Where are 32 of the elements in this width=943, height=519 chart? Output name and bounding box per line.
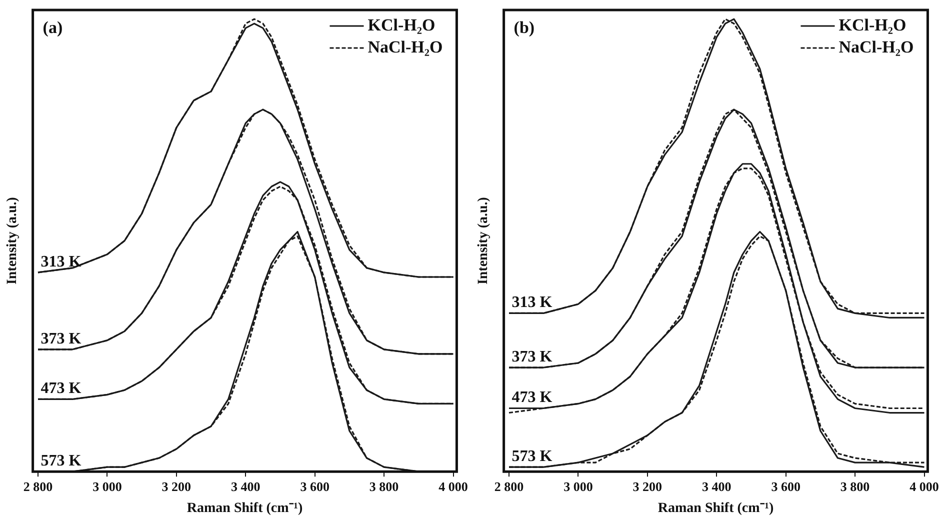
legend-label: NaCl-H₂O bbox=[368, 37, 443, 56]
legend-label: NaCl-H₂O bbox=[838, 37, 914, 56]
annotation: 573 K bbox=[512, 448, 553, 466]
x-tick-label: 4 000 bbox=[910, 478, 939, 494]
x-tick-label: 3 600 bbox=[771, 478, 800, 494]
y-axis-title: Intensity (a.u.) bbox=[476, 196, 492, 285]
x-tick-label: 2 800 bbox=[494, 478, 524, 494]
x-tick-label: 4 000 bbox=[438, 478, 468, 494]
x-tick-label: 3 000 bbox=[564, 478, 593, 494]
x-tick-label: 2 800 bbox=[23, 478, 53, 494]
annotation: 473 K bbox=[512, 389, 553, 406]
annotation: (a) bbox=[42, 18, 63, 37]
annotation: 373 K bbox=[512, 348, 553, 366]
annotation: 373 K bbox=[40, 330, 82, 348]
x-tick-label: 3 800 bbox=[840, 478, 870, 494]
x-axis-title: Raman Shift (cm⁻¹) bbox=[186, 501, 303, 516]
legend-label: KCl-H₂O bbox=[838, 15, 906, 34]
annotation: (b) bbox=[514, 18, 535, 37]
x-tick-label: 3 400 bbox=[231, 478, 260, 494]
x-axis-title: Raman Shift (cm⁻¹) bbox=[658, 501, 774, 516]
x-tick-label: 3 000 bbox=[92, 478, 122, 494]
x-tick-label: 3 800 bbox=[369, 478, 399, 494]
legend-label: KCl-H₂O bbox=[368, 15, 436, 34]
annotation: 473 K bbox=[40, 380, 82, 398]
annotation: 313 K bbox=[40, 253, 82, 270]
y-axis-title: Intensity (a.u.) bbox=[5, 196, 20, 285]
x-tick-label: 3 200 bbox=[162, 478, 192, 494]
annotation: 313 K bbox=[512, 294, 553, 312]
x-tick-label: 3 200 bbox=[632, 478, 662, 494]
annotation: 573 K bbox=[40, 452, 82, 470]
x-tick-label: 3 400 bbox=[702, 478, 732, 494]
x-tick-label: 3 600 bbox=[300, 478, 330, 494]
